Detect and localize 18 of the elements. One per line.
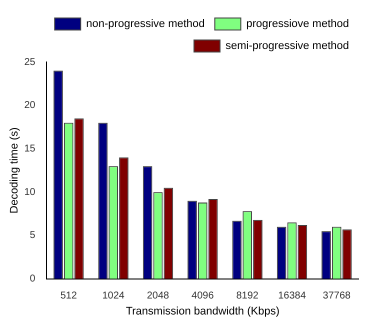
x-tick-label: 37768 [322,290,352,302]
y-tick-label: 5 [30,230,36,242]
y-tick-label: 20 [24,100,36,112]
y-axis-title: Decoding time (s) [8,127,21,214]
x-tick-label: 4096 [192,290,214,302]
y-tick-label: 0 [30,274,36,285]
y-tick-label: 15 [24,143,36,154]
x-tick-label: 2048 [146,290,170,302]
x-tick-label: 8192 [236,290,259,302]
x-axis-title: Transmission bandwidth (Kbps) [126,305,280,318]
legend-label: progressiove method [246,18,350,30]
x-tick-label: 16384 [278,290,306,302]
legend-label: non-progressive method [86,18,205,30]
legend-label: semi-progressive method [226,40,350,52]
y-tick-label: 10 [24,186,36,198]
x-tick-label: 512 [60,290,78,302]
x-tick-label: 1024 [102,290,125,302]
y-tick-label: 25 [24,56,36,68]
